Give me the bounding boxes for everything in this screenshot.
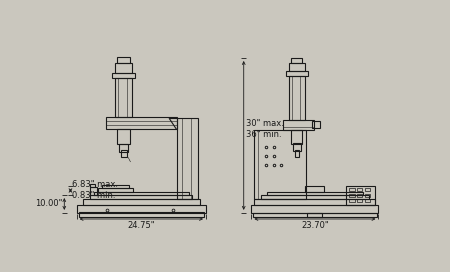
Bar (349, 199, 355, 202)
Bar (261, 195, 369, 199)
Bar (267, 192, 363, 195)
Bar (115, 78, 132, 117)
Bar (117, 57, 130, 63)
Bar (364, 194, 370, 197)
Bar (346, 186, 375, 205)
Text: 6.83" max.
0.83" min.: 6.83" max. 0.83" min. (72, 180, 118, 200)
Bar (94, 192, 189, 195)
Bar (83, 199, 200, 205)
Bar (255, 199, 375, 205)
Bar (305, 186, 324, 192)
Bar (357, 199, 362, 202)
Bar (76, 205, 206, 213)
Text: 10.00": 10.00" (36, 199, 63, 208)
Bar (292, 130, 302, 144)
Bar (79, 212, 204, 217)
Bar (293, 143, 301, 151)
Bar (90, 195, 192, 199)
Bar (121, 150, 127, 157)
Bar (254, 130, 306, 199)
Bar (357, 194, 362, 197)
Bar (364, 199, 370, 202)
Bar (289, 63, 305, 71)
Bar (117, 129, 130, 144)
Bar (102, 185, 129, 188)
Bar (349, 188, 355, 191)
Bar (90, 184, 95, 187)
Bar (90, 187, 97, 195)
Text: 30" max.
36" min.: 30" max. 36" min. (246, 119, 284, 139)
Bar (292, 58, 302, 63)
Bar (364, 188, 370, 191)
Text: 24.75": 24.75" (127, 221, 155, 230)
Bar (106, 117, 177, 129)
Text: 23.70": 23.70" (301, 221, 329, 230)
Bar (98, 188, 133, 192)
Bar (289, 76, 305, 120)
Bar (312, 121, 320, 128)
Bar (252, 205, 378, 213)
Bar (115, 63, 132, 73)
Bar (295, 150, 299, 157)
Bar (357, 188, 362, 191)
Bar (177, 118, 198, 199)
Bar (119, 144, 128, 152)
Bar (307, 213, 322, 217)
Bar (112, 73, 135, 78)
Bar (283, 120, 314, 130)
Bar (253, 213, 377, 217)
Bar (286, 71, 308, 76)
Bar (349, 194, 355, 197)
